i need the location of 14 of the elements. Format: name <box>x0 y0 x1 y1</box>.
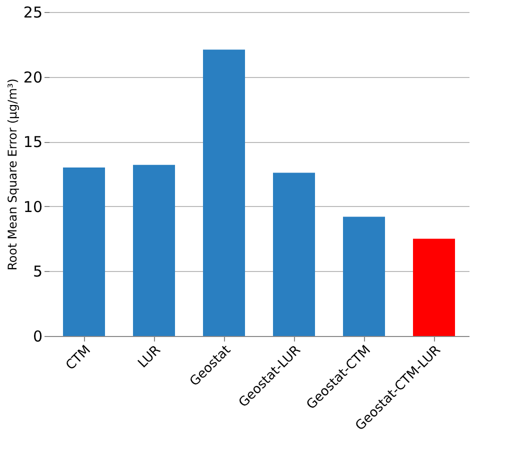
y-tick-label: 20 <box>23 68 42 86</box>
y-tick-label: 10 <box>23 198 42 216</box>
y-tick-label: 15 <box>23 133 42 152</box>
y-tick-label: 0 <box>32 328 42 346</box>
bar <box>273 172 315 336</box>
y-tick-label: 25 <box>23 4 42 22</box>
bar <box>343 216 385 336</box>
bar <box>203 50 245 336</box>
y-tick-label: 5 <box>32 262 42 281</box>
bar <box>413 238 455 336</box>
bar <box>63 168 105 336</box>
bar <box>133 164 175 336</box>
y-axis-title: Root Mean Square Error (µg/m³) <box>5 78 20 270</box>
x-tick-label: LUR <box>136 342 164 372</box>
